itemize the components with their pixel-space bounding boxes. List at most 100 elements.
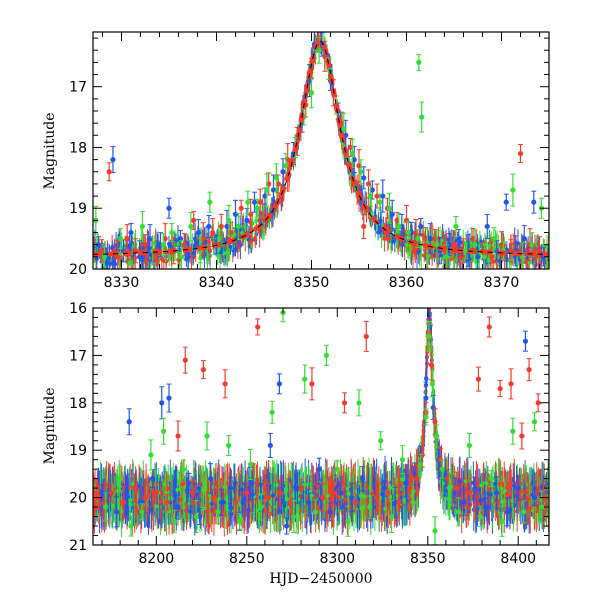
top-x-tick-label: 8370 (484, 275, 520, 291)
bottom-series-0-point (208, 463, 214, 495)
top-series-2-point (226, 204, 232, 236)
top-y-tick-label: 19 (69, 201, 87, 217)
top-series-0-point (185, 241, 191, 269)
top-series-1-point (365, 169, 372, 199)
bottom-series-0-point (294, 472, 301, 504)
top-series-2-point (416, 53, 422, 71)
bottom-series-2-point (521, 500, 527, 524)
bottom-series-2-point (399, 445, 406, 475)
top-background-point (225, 243, 230, 261)
top-series-1-point (374, 183, 380, 209)
bottom-series-2-point (345, 505, 351, 537)
bottom-series-1-point (298, 478, 304, 498)
top-series-2-point (481, 243, 487, 269)
top-series-0-point (380, 179, 386, 213)
bottom-series-2-point (426, 320, 432, 352)
bottom-series-2-point (488, 470, 494, 488)
bottom-x-tick-label: 8350 (410, 551, 446, 567)
bottom-series-0-point (218, 488, 225, 516)
top-series-0-point (418, 217, 424, 235)
top-series-2-point (169, 223, 175, 243)
bottom-series-2-point (258, 493, 264, 521)
bottom-series-0-point (531, 489, 538, 507)
bottom-series-1-point (407, 471, 413, 505)
bottom-series-1-point (309, 367, 315, 401)
top-series-2-point (349, 139, 355, 169)
bottom-background-point (239, 464, 244, 515)
bottom-series-2-point (312, 499, 319, 525)
bottom-series-1-point (175, 420, 181, 452)
top-series-2-point (491, 227, 497, 251)
top-series-0-point (531, 190, 537, 214)
bottom-series-1-point (287, 490, 293, 514)
top-series-2-point (273, 163, 279, 193)
top-series-2-point (235, 212, 241, 240)
top-series-2-point (188, 211, 194, 241)
bottom-background-point (441, 468, 446, 499)
top-y-tick-label: 18 (69, 140, 87, 156)
bottom-series-1-point (526, 358, 532, 382)
bottom-series-0-point (276, 373, 282, 395)
top-background-point (174, 233, 179, 247)
top-y-axis-label: Magnitude (42, 112, 58, 189)
bottom-background-point (508, 464, 513, 510)
top-series-2-point (386, 192, 392, 224)
top-background-point (191, 243, 196, 264)
bottom-background-point (343, 473, 348, 526)
top-peak-trace (93, 38, 549, 257)
bottom-series-2-point (434, 424, 440, 448)
bottom-x-tick-label: 8400 (500, 551, 536, 567)
bottom-series-0-point (227, 476, 234, 500)
bottom-background-point (499, 475, 504, 502)
bottom-series-2-point (236, 512, 243, 530)
top-series-1-point (451, 230, 457, 260)
top-x-tick-label: 8330 (104, 275, 140, 291)
bottom-y-axis-label: Magnitude (42, 387, 58, 464)
bottom-background-point (341, 465, 346, 504)
top-series-1-point (517, 144, 524, 164)
top-background-point (487, 231, 492, 261)
top-background-point (253, 230, 258, 246)
top-series-0-point (136, 240, 143, 269)
bottom-background-point (365, 465, 370, 509)
bottom-series-1-point (497, 380, 503, 398)
bottom-series-2-point (204, 421, 210, 451)
bottom-series-0-point (327, 502, 333, 522)
bottom-background-point (325, 482, 330, 511)
bottom-series-2-point (323, 344, 330, 366)
bottom-series-1-point (320, 483, 326, 513)
bottom-series-2-point (410, 489, 416, 515)
bottom-series-0-point (493, 476, 500, 510)
bottom-y-tick-label: 20 (69, 491, 87, 507)
bottom-background-point (518, 476, 523, 507)
bottom-background-point (270, 473, 275, 518)
bottom-background-point (380, 474, 385, 515)
bottom-background-point (232, 463, 237, 504)
top-series-0-point (521, 225, 527, 253)
top-series-0-point (195, 219, 202, 247)
top-series-2-point (358, 159, 364, 185)
top-background-point (159, 243, 164, 269)
bottom-series-2-point (247, 448, 254, 480)
top-series-0-point (128, 223, 134, 243)
bottom-background-point (196, 465, 201, 512)
bottom-series-0-point (360, 466, 366, 492)
bottom-series-2-point (439, 459, 445, 479)
bottom-series-1-point (244, 482, 250, 504)
bottom-series-1-point (142, 485, 149, 511)
bottom-series-1-point (255, 318, 261, 336)
bottom-series-2-point (423, 408, 429, 426)
bottom-background-point (194, 486, 199, 503)
bottom-series-0-point (515, 475, 521, 501)
bottom-plot-frame (92, 307, 550, 546)
top-plot-area (93, 32, 549, 269)
top-series-0-point (251, 191, 258, 213)
bottom-series-2-point (215, 499, 221, 525)
bottom-series-1-point (153, 482, 159, 504)
bottom-series-2-point (171, 509, 178, 533)
bottom-series-0-point (99, 484, 105, 502)
bottom-series-2-point (128, 515, 134, 537)
bottom-series-1-point (189, 481, 196, 505)
top-series-2-point (419, 101, 425, 133)
bottom-series-1-point (464, 478, 471, 508)
